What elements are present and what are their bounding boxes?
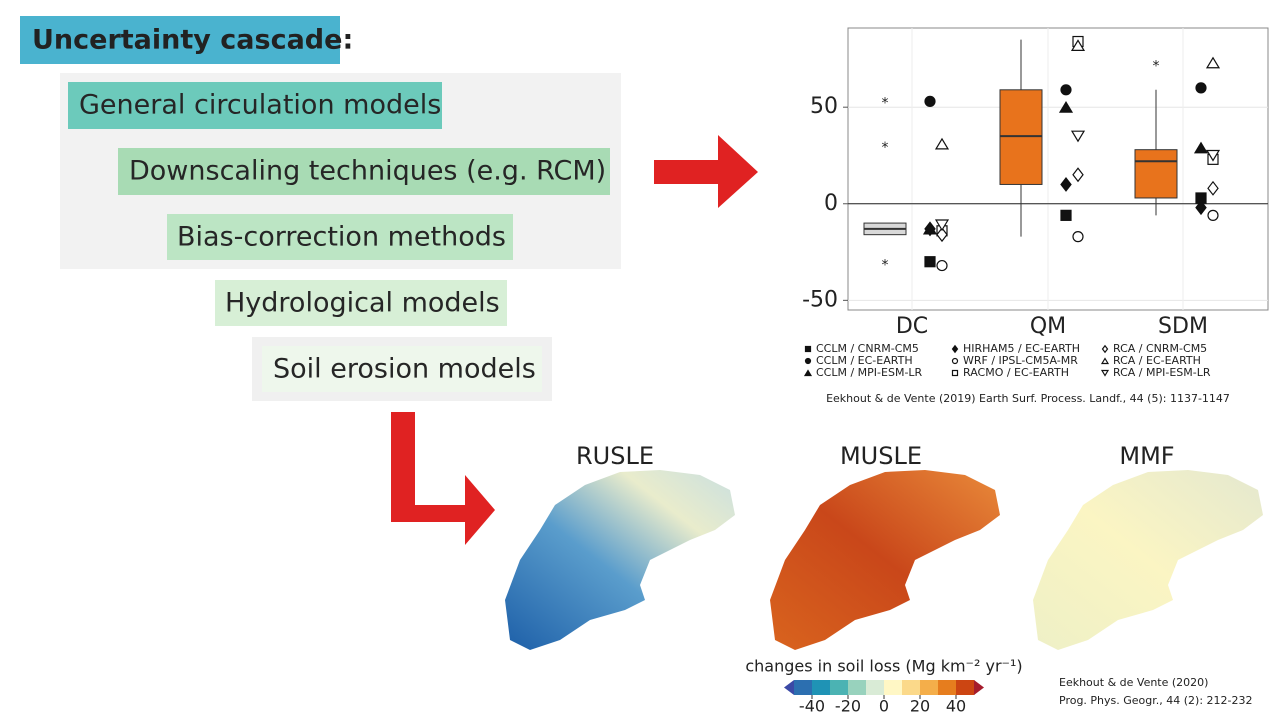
cascade-box <box>262 346 542 392</box>
legend-label: RCA / EC-EARTH <box>1113 354 1201 367</box>
point <box>1072 167 1084 183</box>
legend-label: CCLM / CNRM-CM5 <box>816 342 919 355</box>
point <box>951 357 959 365</box>
colorbar-label: changes in soil loss (Mg km⁻² yr⁻¹) <box>745 657 1022 676</box>
arrow <box>391 412 495 545</box>
point <box>951 344 959 354</box>
point <box>1193 141 1209 154</box>
point <box>1060 84 1072 96</box>
colorbar-tick-label: -20 <box>835 697 861 716</box>
colorbar-tick-label: 20 <box>910 697 930 716</box>
point <box>924 221 936 237</box>
citation: Prog. Phys. Geogr., 44 (2): 212-232 <box>1059 694 1253 707</box>
map-title: RUSLE <box>576 442 654 470</box>
map-musle <box>770 470 1000 650</box>
x-tick-label: QM <box>1030 314 1066 339</box>
colorbar-swatch <box>848 680 867 695</box>
colorbar-end <box>784 680 794 695</box>
point <box>951 369 959 377</box>
colorbar-swatch <box>956 680 975 695</box>
outlier: * <box>882 140 889 156</box>
colorbar-swatch <box>902 680 921 695</box>
point <box>1205 149 1221 162</box>
legend-label: RCA / MPI-ESM-LR <box>1113 366 1211 379</box>
point <box>804 357 812 365</box>
point <box>1072 231 1084 243</box>
legend-label: HIRHAM5 / EC-EARTH <box>963 342 1080 355</box>
y-tick-label: 50 <box>810 94 838 119</box>
colorbar-swatch <box>884 680 903 695</box>
colorbar-end <box>974 680 984 695</box>
y-tick-label: -50 <box>802 287 838 312</box>
cascade-box <box>118 148 610 195</box>
colorbar-swatch <box>866 680 885 695</box>
legend-label: CCLM / MPI-ESM-LR <box>816 366 923 379</box>
cascade-item: Bias-correction methods <box>177 222 506 253</box>
point <box>1060 176 1072 192</box>
point <box>1100 357 1110 365</box>
point <box>934 219 950 232</box>
plot-area <box>847 27 1269 311</box>
x-tick-label: SDM <box>1158 314 1208 339</box>
legend-label: CCLM / EC-EARTH <box>816 354 913 367</box>
arrow <box>654 135 758 208</box>
colorbar-swatch <box>794 680 813 695</box>
outlier: * <box>882 95 889 111</box>
colorbar-swatch <box>938 680 957 695</box>
point <box>1195 82 1207 94</box>
x-tick-label: DC <box>896 314 928 339</box>
outlier: * <box>1153 59 1160 75</box>
point <box>1195 200 1207 216</box>
point <box>1207 209 1219 221</box>
colorbar-swatch <box>920 680 939 695</box>
point <box>804 345 812 353</box>
point <box>936 227 948 243</box>
legend-label: WRF / IPSL-CM5A-MR <box>963 354 1078 367</box>
y-tick-label: 0 <box>824 191 838 216</box>
point <box>924 95 936 107</box>
cascade-box <box>215 280 507 326</box>
outlier: * <box>882 258 889 274</box>
cascade-item: Hydrological models <box>225 288 500 319</box>
point <box>1070 130 1086 143</box>
cascade-box <box>167 214 513 260</box>
point <box>936 259 948 272</box>
colorbar-tick-label: 40 <box>946 697 966 716</box>
legend-label: RCA / CNRM-CM5 <box>1113 342 1207 355</box>
box <box>1134 149 1178 199</box>
slide-title: Uncertainty cascade: <box>32 25 353 56</box>
point <box>1207 180 1219 196</box>
map-mmf <box>1033 470 1263 650</box>
map-rusle <box>505 470 735 650</box>
point <box>803 369 813 377</box>
colorbar-tick-label: -40 <box>799 697 825 716</box>
citation: Eekhout & de Vente (2019) Earth Surf. Pr… <box>826 392 1230 405</box>
title-box <box>20 16 340 64</box>
point <box>924 256 936 268</box>
point <box>1060 209 1072 221</box>
point <box>1100 369 1110 377</box>
cascade-item: Downscaling techniques (e.g. RCM) <box>129 156 606 187</box>
point <box>934 137 950 150</box>
cascade-item: General circulation models <box>79 90 441 121</box>
map-title: MUSLE <box>840 442 922 470</box>
legend-label: RACMO / EC-EARTH <box>963 366 1069 379</box>
colorbar-swatch <box>830 680 849 695</box>
point <box>1101 344 1109 354</box>
cascade-box <box>68 82 442 129</box>
point <box>1058 101 1074 113</box>
citation: Eekhout & de Vente (2020) <box>1059 676 1208 689</box>
colorbar-swatch <box>812 680 831 695</box>
point <box>1205 56 1221 69</box>
cascade-item: Soil erosion models <box>273 354 536 385</box>
colorbar-tick-label: 0 <box>879 697 889 716</box>
map-title: MMF <box>1119 442 1174 470</box>
point <box>1070 39 1086 51</box>
